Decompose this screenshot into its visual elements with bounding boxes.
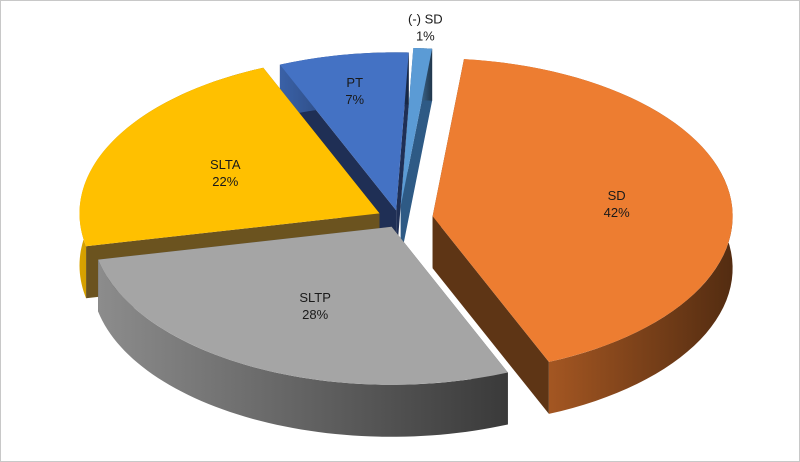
slice-top (279, 52, 409, 211)
slice-label: PT (346, 75, 363, 90)
slice-percent: 1% (416, 28, 435, 43)
pie-slice-sd (432, 59, 733, 414)
slice-percent: 28% (302, 307, 328, 322)
slice-label: (-) SD (408, 11, 443, 26)
pie-slice-sd (400, 47, 433, 258)
slice-outer-side (98, 259, 508, 437)
slice-wall (432, 216, 549, 414)
slice-label: SLTA (210, 157, 241, 172)
slice-percent: 42% (604, 205, 630, 220)
slice-wall (400, 48, 433, 258)
slice-top (400, 47, 433, 206)
slice-top (98, 226, 508, 385)
slice-top (79, 67, 380, 247)
pie-slice-sltp (98, 226, 508, 437)
slice-top (432, 59, 733, 362)
slice-label: SLTP (299, 290, 331, 305)
slice-wall (396, 52, 409, 263)
slice-percent: 22% (212, 174, 238, 189)
slice-label: SD (608, 188, 626, 203)
slice-percent: 7% (345, 92, 364, 107)
